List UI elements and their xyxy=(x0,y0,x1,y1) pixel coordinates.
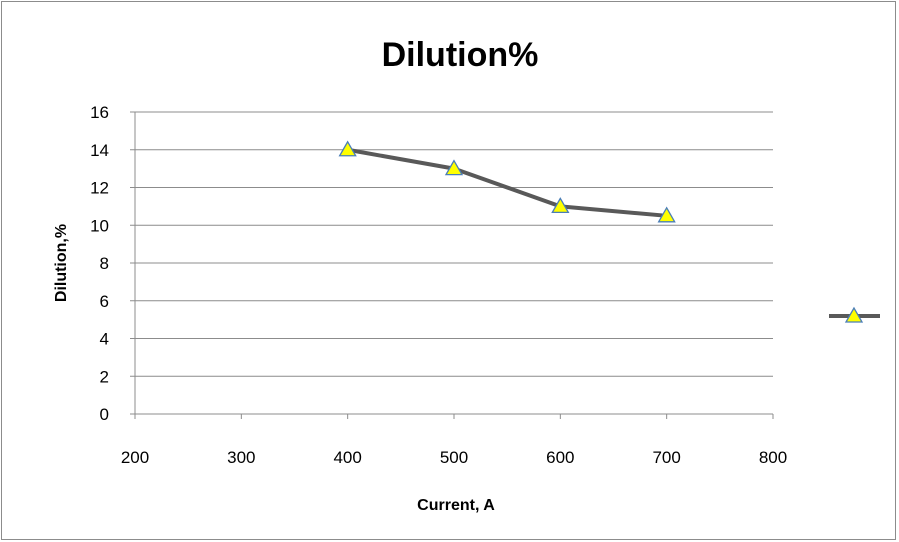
x-tick-label: 300 xyxy=(227,448,255,467)
legend xyxy=(829,306,880,323)
data-point xyxy=(444,159,464,176)
y-tick-label: 12 xyxy=(90,179,109,198)
x-tick-label: 200 xyxy=(121,448,149,467)
x-tick-label: 800 xyxy=(759,448,787,467)
chart-title: Dilution% xyxy=(382,36,539,74)
x-tick-label: 600 xyxy=(546,448,574,467)
y-tick-label: 2 xyxy=(100,367,109,386)
data-point xyxy=(551,197,570,214)
x-axis-title: Current, A xyxy=(417,497,495,514)
y-tick-label: 14 xyxy=(90,141,109,160)
y-tick-label: 0 xyxy=(100,405,109,424)
y-tick-label: 8 xyxy=(100,254,109,273)
y-tick-label: 10 xyxy=(90,216,109,235)
y-axis-title: Dilution,% xyxy=(53,224,70,302)
x-tick-label: 500 xyxy=(440,448,468,467)
x-tick-labels: 200 300 400 500 600 700 800 xyxy=(121,448,787,467)
legend-marker xyxy=(844,306,864,323)
series-line xyxy=(347,147,667,218)
grid-lines xyxy=(130,111,773,415)
y-tick-labels: 0 2 4 6 8 10 12 14 16 xyxy=(90,103,109,424)
data-point xyxy=(657,206,676,223)
data-point xyxy=(338,140,357,157)
y-tick-label: 16 xyxy=(90,103,109,122)
x-tick-label: 400 xyxy=(333,448,361,467)
y-tick-label: 6 xyxy=(100,292,109,311)
axes xyxy=(134,112,774,419)
y-tick-label: 4 xyxy=(100,330,109,349)
series-group xyxy=(338,140,676,223)
x-tick-label: 700 xyxy=(652,448,680,467)
